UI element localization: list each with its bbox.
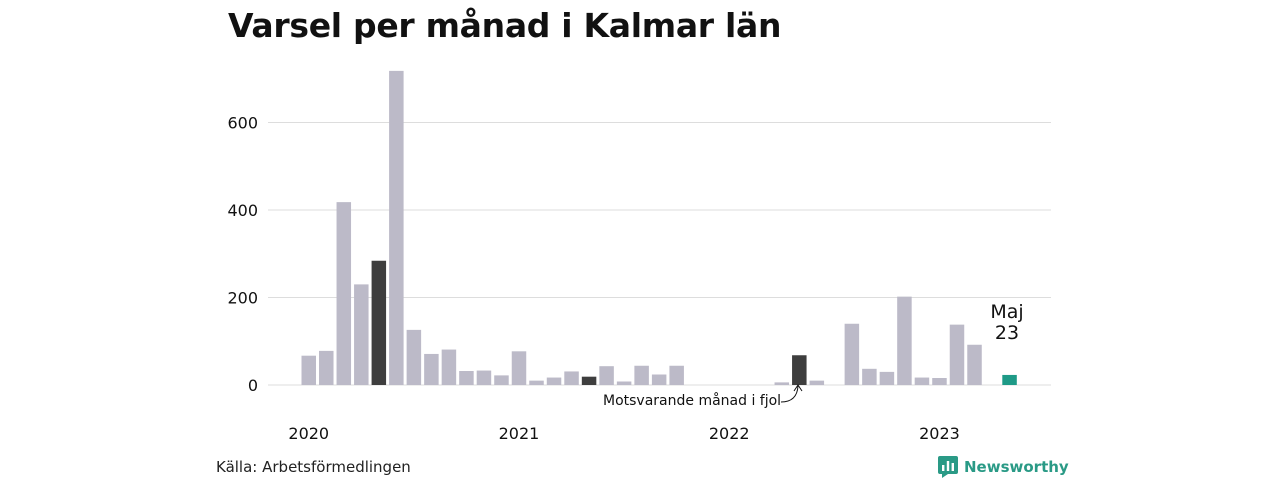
bar-2020-08: [424, 353, 439, 385]
y-tick-label: 400: [227, 201, 258, 220]
bar-2020-01: [301, 355, 316, 385]
chart-title: Varsel per månad i Kalmar län: [228, 6, 782, 45]
bar-2021-10: [669, 365, 684, 385]
x-tick-label-2021: 2021: [499, 424, 540, 443]
bars: [301, 70, 1017, 386]
x-tick-label-2023: 2023: [919, 424, 960, 443]
bar-2020-09: [441, 349, 457, 385]
bar-2021-09: [651, 374, 667, 385]
bar-2022-09: [862, 368, 877, 385]
bar-2020-02: [319, 350, 334, 386]
callout-arrow: [780, 385, 799, 403]
bar-2021-05: [581, 376, 597, 385]
bar-2020-07: [406, 329, 422, 386]
bar-2021-02: [529, 380, 544, 386]
bar-2021-08: [634, 365, 649, 385]
bar-2021-06: [599, 366, 614, 385]
bar-2023-02: [949, 324, 965, 386]
x-tick-label-2020: 2020: [288, 424, 329, 443]
bar-2022-08: [844, 323, 860, 385]
bar-2022-05: [792, 355, 807, 385]
bar-2023-01: [932, 378, 947, 385]
x-tick-label-2022: 2022: [709, 424, 750, 443]
callout-arrowhead: [793, 384, 803, 392]
brand-name: Newsworthy: [964, 458, 1069, 476]
y-axis-ticks: 0 200 400 600: [227, 114, 258, 396]
callout-label: Motsvarande månad i fjol: [603, 393, 782, 409]
newsworthy-logo-icon: [938, 456, 958, 478]
annotation-year: 23: [994, 322, 1020, 344]
bar-2022-06: [809, 380, 825, 386]
bar-2020-12: [494, 375, 509, 386]
brand: Newsworthy: [938, 456, 1069, 478]
bar-2020-05: [371, 260, 387, 385]
y-tick-label: 0: [248, 376, 258, 395]
bar-2023-05: [1002, 374, 1017, 385]
bar-2020-06: [389, 70, 404, 386]
bar-2022-11: [897, 296, 912, 386]
bar-2021-01: [511, 351, 527, 385]
y-tick-label: 200: [227, 289, 258, 308]
bar-2021-04: [564, 371, 579, 385]
source-label: Källa: Arbetsförmedlingen: [216, 458, 411, 476]
x-axis-year-labels: 2020 2021 2022 2023: [288, 424, 959, 443]
y-tick-label: 600: [227, 114, 258, 133]
bar-2020-04: [354, 284, 369, 386]
bar-2023-03: [967, 344, 982, 385]
bar-2021-03: [546, 377, 562, 385]
bar-2022-10: [879, 371, 895, 386]
bar-2022-12: [914, 377, 930, 385]
bar-2020-11: [476, 370, 492, 385]
bar-2020-03: [336, 202, 352, 386]
bar-2020-10: [459, 371, 474, 385]
bar-2021-07: [616, 381, 632, 385]
bar-2022-04: [774, 382, 790, 386]
annotation-month: Maj: [990, 301, 1024, 323]
latest-month-annotation: Maj 23: [990, 302, 1024, 344]
